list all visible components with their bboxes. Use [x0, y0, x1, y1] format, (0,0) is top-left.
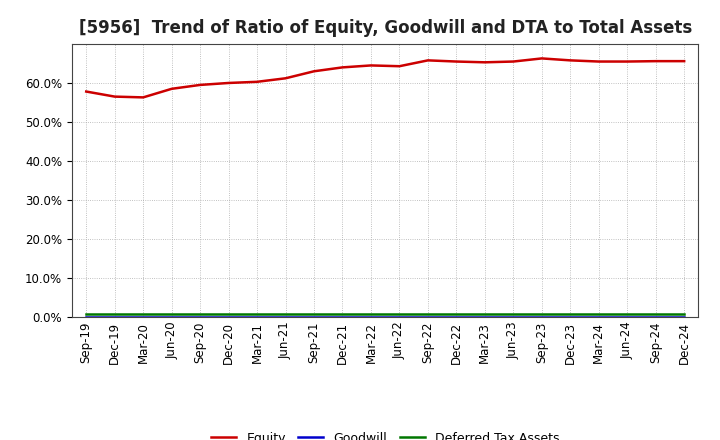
Deferred Tax Assets: [82, 311, 91, 316]
Deferred Tax Assets: [310, 311, 318, 316]
Title: [5956]  Trend of Ratio of Equity, Goodwill and DTA to Total Assets: [5956] Trend of Ratio of Equity, Goodwil…: [78, 19, 692, 37]
Deferred Tax Assets: [196, 311, 204, 316]
Equity: [282, 76, 290, 81]
Goodwill: [595, 314, 603, 319]
Goodwill: [225, 314, 233, 319]
Goodwill: [509, 314, 518, 319]
Equity: [167, 86, 176, 92]
Goodwill: [196, 314, 204, 319]
Deferred Tax Assets: [338, 311, 347, 316]
Equity: [623, 59, 631, 64]
Goodwill: [366, 314, 375, 319]
Goodwill: [139, 314, 148, 319]
Equity: [225, 81, 233, 86]
Goodwill: [338, 314, 347, 319]
Goodwill: [652, 314, 660, 319]
Deferred Tax Assets: [139, 311, 148, 316]
Equity: [566, 58, 575, 63]
Deferred Tax Assets: [509, 311, 518, 316]
Deferred Tax Assets: [452, 311, 461, 316]
Goodwill: [623, 314, 631, 319]
Deferred Tax Assets: [623, 311, 631, 316]
Line: Equity: Equity: [86, 59, 684, 97]
Equity: [652, 59, 660, 64]
Equity: [366, 63, 375, 68]
Goodwill: [680, 314, 688, 319]
Deferred Tax Assets: [537, 311, 546, 316]
Deferred Tax Assets: [595, 311, 603, 316]
Goodwill: [110, 314, 119, 319]
Deferred Tax Assets: [652, 311, 660, 316]
Goodwill: [395, 314, 404, 319]
Equity: [680, 59, 688, 64]
Goodwill: [82, 314, 91, 319]
Legend: Equity, Goodwill, Deferred Tax Assets: Equity, Goodwill, Deferred Tax Assets: [207, 427, 564, 440]
Goodwill: [167, 314, 176, 319]
Deferred Tax Assets: [282, 311, 290, 316]
Deferred Tax Assets: [566, 311, 575, 316]
Goodwill: [423, 314, 432, 319]
Goodwill: [480, 314, 489, 319]
Equity: [338, 65, 347, 70]
Deferred Tax Assets: [225, 311, 233, 316]
Equity: [537, 56, 546, 61]
Deferred Tax Assets: [480, 311, 489, 316]
Deferred Tax Assets: [395, 311, 404, 316]
Equity: [395, 63, 404, 69]
Equity: [139, 95, 148, 100]
Equity: [423, 58, 432, 63]
Goodwill: [566, 314, 575, 319]
Deferred Tax Assets: [423, 311, 432, 316]
Equity: [509, 59, 518, 64]
Equity: [253, 79, 261, 84]
Deferred Tax Assets: [253, 311, 261, 316]
Deferred Tax Assets: [680, 311, 688, 316]
Goodwill: [452, 314, 461, 319]
Equity: [310, 69, 318, 74]
Equity: [82, 89, 91, 94]
Equity: [452, 59, 461, 64]
Equity: [196, 82, 204, 88]
Deferred Tax Assets: [366, 311, 375, 316]
Goodwill: [310, 314, 318, 319]
Equity: [480, 60, 489, 65]
Deferred Tax Assets: [110, 311, 119, 316]
Goodwill: [253, 314, 261, 319]
Goodwill: [282, 314, 290, 319]
Equity: [595, 59, 603, 64]
Equity: [110, 94, 119, 99]
Deferred Tax Assets: [167, 311, 176, 316]
Goodwill: [537, 314, 546, 319]
